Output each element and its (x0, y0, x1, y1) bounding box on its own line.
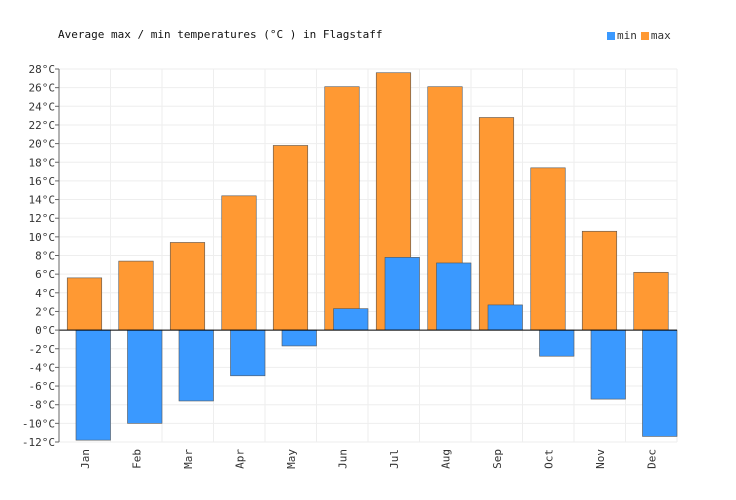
bar-min-jan (75, 329, 111, 441)
bar-min-jun (333, 308, 369, 331)
y-tick-label: 6°C (35, 268, 55, 281)
bar-max-jan (66, 277, 103, 331)
legend-swatch-max (640, 31, 649, 40)
bar-max-feb (118, 260, 154, 331)
chart-title: Average max / min temperatures (°C ) in … (58, 28, 383, 41)
bar-max-apr (221, 195, 257, 331)
legend-item-min[interactable]: min (607, 29, 637, 42)
bar-max-dec (633, 271, 669, 331)
bar-min-aug (436, 262, 472, 331)
y-tick-label: 8°C (35, 250, 55, 263)
y-tick-label: 26°C (29, 82, 56, 95)
legend-label-max: max (650, 29, 671, 42)
y-tick-label: 28°C (29, 63, 56, 76)
bar-min-may (281, 329, 317, 347)
y-tick-label: 24°C (29, 100, 56, 113)
y-tick-label: 0°C (35, 324, 55, 337)
bar-max-oct (530, 167, 566, 331)
y-tick-label: 12°C (29, 212, 56, 225)
bar-min-sep (487, 304, 523, 331)
x-tick-label: Aug (439, 449, 452, 469)
bar-min-dec (642, 329, 678, 437)
y-tick-label: 14°C (29, 194, 56, 207)
legend: min max (607, 29, 675, 42)
y-tick-label: -6°C (29, 380, 56, 393)
y-tick-label: 4°C (35, 287, 55, 300)
x-tick-label: Nov (594, 449, 607, 469)
bar-max-may (272, 145, 309, 331)
bar-min-oct (539, 329, 575, 357)
x-tick-label: Jul (388, 449, 401, 469)
y-tick-label: 18°C (29, 156, 56, 169)
y-tick-label: -10°C (22, 417, 55, 430)
x-tick-label: May (285, 449, 298, 469)
x-tick-label: Oct (542, 449, 555, 469)
y-tick-label: 16°C (29, 175, 56, 188)
legend-item-max[interactable]: max (640, 29, 671, 42)
y-tick-label: 22°C (29, 119, 56, 132)
x-tick-label: Feb (130, 449, 143, 469)
x-tick-label: Jan (79, 449, 92, 469)
y-tick-label: -2°C (29, 343, 56, 356)
bar-max-jun (324, 86, 360, 331)
bar-min-jul (384, 257, 420, 331)
legend-swatch-min (607, 31, 615, 40)
y-tick-label: -12°C (22, 436, 55, 449)
y-tick-label: 2°C (35, 305, 55, 318)
y-tick-label: 20°C (29, 138, 56, 151)
x-tick-label: Jun (336, 449, 349, 469)
bar-min-feb (127, 329, 163, 424)
legend-label-min: min (617, 29, 637, 42)
y-tick-label: 10°C (29, 231, 56, 244)
bar-min-mar (178, 329, 214, 402)
x-tick-label: Sep (491, 449, 504, 469)
y-tick-label: -4°C (29, 361, 56, 374)
x-tick-label: Apr (233, 449, 246, 469)
bar-max-sep (478, 117, 515, 331)
y-tick-label: -8°C (29, 399, 56, 412)
x-tick-label: Dec (645, 449, 658, 469)
bar-min-apr (230, 329, 266, 377)
bar-min-nov (590, 329, 626, 400)
bar-max-mar (169, 242, 206, 331)
bar-max-nov (581, 230, 618, 331)
x-tick-label: Mar (182, 449, 195, 469)
